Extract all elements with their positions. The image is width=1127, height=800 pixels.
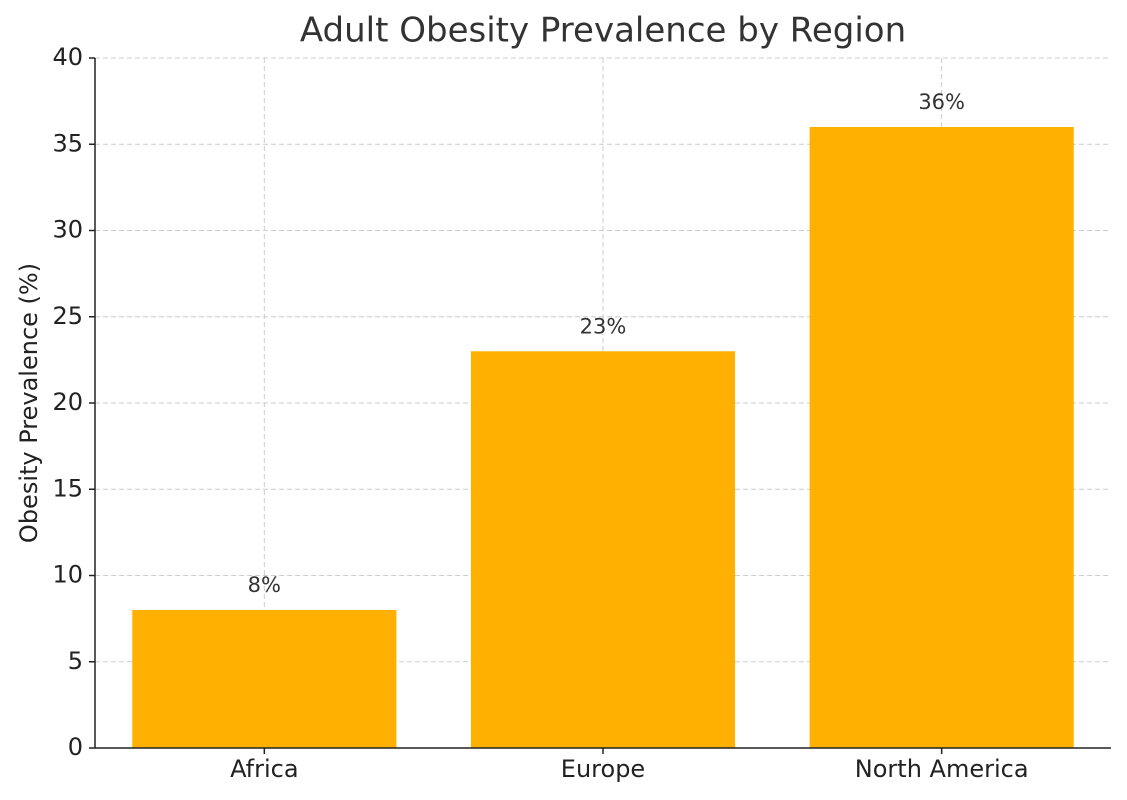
y-tick-label: 0 (68, 733, 83, 761)
y-tick-label: 30 (52, 216, 83, 244)
bar (132, 610, 397, 748)
y-tick-label: 5 (68, 647, 83, 675)
y-tick-label: 25 (52, 302, 83, 330)
x-tick-label: Europe (561, 755, 645, 783)
value-label: 23% (580, 314, 627, 338)
value-label: 36% (918, 90, 965, 114)
x-tick-label: Africa (230, 755, 298, 783)
bar (470, 351, 736, 748)
y-tick-label: 40 (52, 43, 83, 71)
y-tick-label: 35 (52, 129, 83, 157)
y-tick-label: 20 (52, 388, 83, 416)
x-tick-label: North America (855, 755, 1029, 783)
chart-title: Adult Obesity Prevalence by Region (300, 11, 906, 51)
bar (809, 127, 1074, 748)
y-tick-label: 10 (52, 561, 83, 589)
value-label: 8% (248, 573, 281, 597)
y-tick-label: 15 (52, 474, 83, 502)
y-axis-label: Obesity Prevalence (%) (15, 263, 43, 543)
